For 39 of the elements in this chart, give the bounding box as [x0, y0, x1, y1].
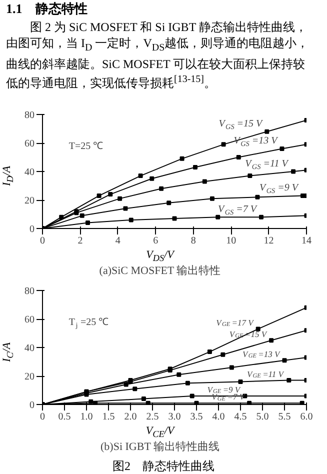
y-tick-label: 40 [24, 167, 34, 178]
x-tick-label: 14 [302, 236, 312, 246]
x-tick-label: 1.0 [80, 412, 93, 422]
y-tick-label: 0 [30, 224, 34, 235]
x-tick-label: 4.0 [212, 412, 225, 422]
y-tick-label: 40 [24, 343, 34, 354]
y-tick-label: 60 [24, 314, 34, 326]
text: (a)SiC MOSFET 输出特性 [98, 264, 222, 278]
x-tick-label: 5.0 [256, 412, 269, 422]
annotation: T=25 ℃ [68, 140, 104, 152]
x-axis-title: V$_{CE}$/V [144, 424, 176, 441]
y-tick-label: 20 [24, 372, 34, 382]
x-tick-label: 8 [190, 236, 196, 246]
x-axis-title: V$_{DS}$/V [145, 248, 176, 266]
x-tick-label: 6.0 [300, 412, 313, 422]
y-tick-label: 60 [24, 138, 34, 150]
x-tick-label: 2.5 [146, 412, 159, 422]
text: 1.1 静态特性 [6, 0, 88, 18]
x-tick-label: 4 [115, 236, 120, 246]
x-tick-label: 0.5 [58, 412, 71, 422]
y-tick-label: 80 [24, 110, 34, 121]
text: (b)Si IGBT 输出特性曲线 [100, 440, 220, 454]
caption: 图2 静态特性曲线 [112, 458, 216, 474]
x-tick-label: 5.5 [278, 412, 291, 422]
text: 图 2 为 SiC MOSFET 和 Si IGBT 静态输出特性曲线，由图可知，当 I$_{D}$ 一定时，V$_{DS}$越低，则导通的电阻越小，曲线的斜率越陡。SiC MOSFET 可以在较大面积上保持较低的导通电阻，实现低传导损耗$^{[13-15]}$。 [6, 20, 309, 90]
x-tick-label: 4.5 [234, 412, 247, 422]
x-tick-label: 12 [264, 236, 274, 246]
x-tick-label: 2 [78, 236, 83, 246]
y-tick-label: 80 [24, 286, 34, 297]
x-tick-label: 0 [40, 412, 45, 422]
y-tick-label: 20 [24, 196, 34, 206]
x-tick-label: 3.0 [168, 412, 181, 422]
x-tick-label: 6 [153, 236, 158, 246]
x-tick-label: 2.0 [124, 412, 137, 422]
x-tick-label: 1.5 [102, 412, 115, 422]
x-tick-label: 10 [226, 236, 236, 246]
y-tick-label: 0 [30, 400, 34, 411]
x-tick-label: 3.5 [190, 412, 203, 422]
x-tick-label: 0 [40, 236, 45, 246]
